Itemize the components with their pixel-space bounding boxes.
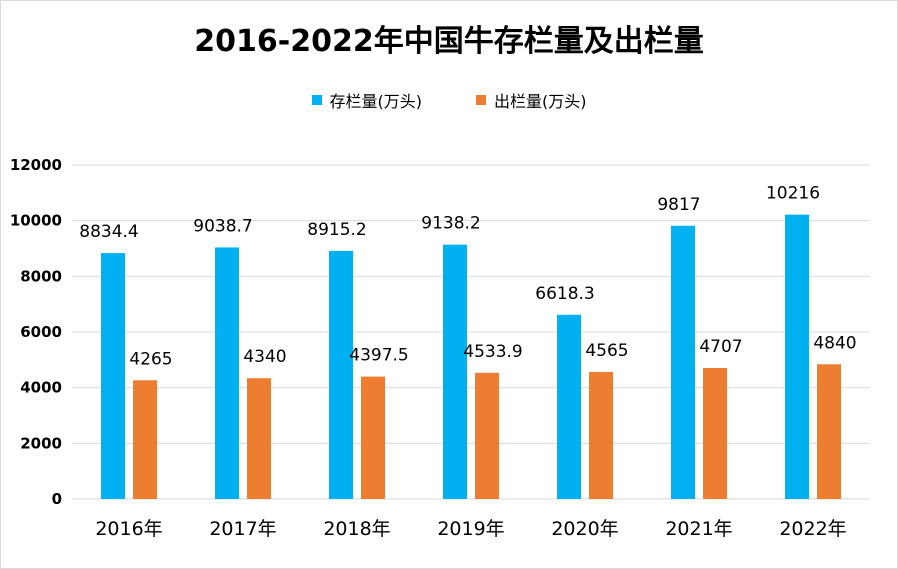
data-label-stock: 8915.2 — [307, 220, 366, 240]
y-tick-label: 0 — [52, 490, 62, 508]
legend-swatch-stock — [311, 95, 322, 105]
bar-slaughter — [361, 376, 385, 499]
y-tick-label: 10000 — [10, 212, 62, 230]
data-label-slaughter: 4265 — [129, 349, 172, 369]
x-tick-label: 2022年 — [779, 518, 846, 540]
data-label-stock: 6618.3 — [535, 284, 594, 304]
data-label-stock: 8834.4 — [79, 222, 138, 242]
x-tick-label: 2017年 — [209, 518, 276, 540]
data-label-stock: 10216 — [766, 184, 820, 204]
bar-stock — [215, 247, 239, 499]
bar-stock — [443, 244, 467, 499]
bar-stock — [785, 214, 809, 499]
bar-slaughter — [589, 371, 613, 499]
data-label-slaughter: 4707 — [699, 337, 742, 357]
data-label-stock: 9138.2 — [421, 214, 480, 234]
bar-slaughter — [817, 364, 841, 499]
legend-label-stock: 存栏量(万头) — [329, 92, 423, 111]
y-tick-label: 12000 — [10, 156, 62, 174]
data-label-stock: 9038.7 — [193, 216, 252, 236]
x-tick-label: 2018年 — [323, 518, 390, 540]
x-tick-label: 2020年 — [551, 518, 618, 540]
data-label-stock: 9817 — [657, 195, 700, 215]
bar-slaughter — [475, 372, 499, 499]
bar-stock — [671, 225, 695, 499]
data-label-slaughter: 4397.5 — [349, 346, 408, 366]
bar-stock — [557, 314, 581, 499]
data-label-slaughter: 4565 — [585, 341, 628, 361]
data-label-slaughter: 4533.9 — [463, 342, 522, 362]
legend-label-slaughter: 出栏量(万头) — [494, 92, 587, 111]
legend-swatch-slaughter — [476, 95, 486, 105]
legend-item-slaughter: 出栏量(万头) — [476, 88, 587, 112]
bar-slaughter — [703, 367, 727, 499]
data-label-slaughter: 4340 — [243, 347, 286, 367]
y-tick-label: 8000 — [20, 267, 62, 285]
bar-stock — [101, 253, 125, 499]
y-tick-label: 4000 — [20, 379, 62, 397]
y-tick-label: 2000 — [20, 434, 62, 452]
y-tick-label: 6000 — [20, 323, 62, 341]
bar-stock — [329, 250, 353, 499]
chart-title: 2016-2022年中国牛存栏量及出栏量 — [194, 24, 704, 59]
data-label-slaughter: 4840 — [813, 333, 856, 353]
bar-slaughter — [247, 378, 271, 499]
bar-slaughter — [133, 380, 157, 499]
x-tick-label: 2021年 — [665, 518, 732, 540]
x-tick-label: 2016年 — [95, 518, 162, 540]
x-tick-label: 2019年 — [437, 518, 504, 540]
legend-item-stock: 存栏量(万头) — [311, 88, 423, 112]
legend: 存栏量(万头) 出栏量(万头) — [0, 88, 898, 112]
